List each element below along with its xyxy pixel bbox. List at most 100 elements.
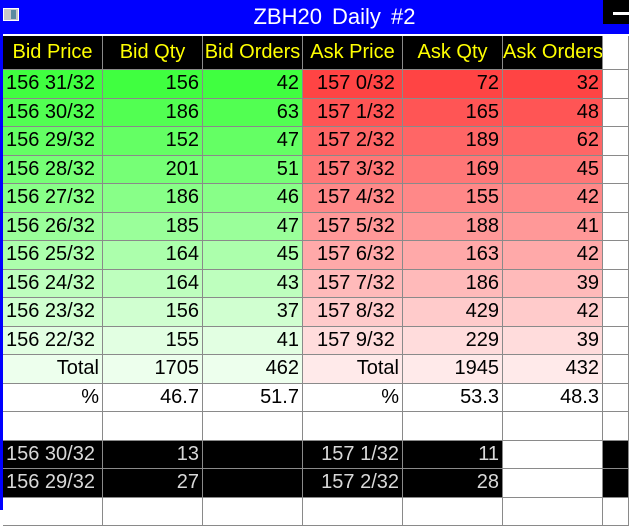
- bid-price-cell[interactable]: 156 27/32: [3, 184, 103, 213]
- ask-price-cell[interactable]: 157 4/32: [303, 184, 403, 213]
- window-title: ZBH20 Daily #2: [0, 4, 629, 30]
- bid-price-cell[interactable]: 156 24/32: [3, 270, 103, 299]
- column-header[interactable]: Ask Orders: [503, 36, 603, 70]
- bid-qty-cell[interactable]: 164: [103, 241, 203, 270]
- ask-price-cell[interactable]: 157 8/32: [303, 298, 403, 327]
- bid-orders-cell[interactable]: 37: [203, 298, 303, 327]
- percent-ask-orders: 48.3: [503, 384, 603, 413]
- empty-cell: [603, 241, 629, 270]
- bid-orders-cell[interactable]: 42: [203, 70, 303, 99]
- column-header[interactable]: Ask Price: [303, 36, 403, 70]
- ask-qty-cell[interactable]: 169: [403, 156, 503, 185]
- ask-orders-cell[interactable]: 32: [503, 70, 603, 99]
- column-header[interactable]: Bid Orders: [203, 36, 303, 70]
- ask-orders-cell[interactable]: 48: [503, 99, 603, 128]
- trade-bid-price[interactable]: 156 30/32: [3, 441, 103, 470]
- ask-qty-cell[interactable]: 189: [403, 127, 503, 156]
- ask-price-cell[interactable]: 157 5/32: [303, 213, 403, 242]
- ask-price-cell[interactable]: 157 3/32: [303, 156, 403, 185]
- bid-price-cell[interactable]: 156 29/32: [3, 127, 103, 156]
- ask-qty-cell[interactable]: 72: [403, 70, 503, 99]
- ask-price-cell[interactable]: 157 1/32: [303, 99, 403, 128]
- bid-qty-cell[interactable]: 156: [103, 298, 203, 327]
- empty-cell: [603, 70, 629, 99]
- empty-cell: [603, 99, 629, 128]
- empty-cell: [403, 412, 503, 441]
- ask-price-cell[interactable]: 157 2/32: [303, 127, 403, 156]
- bid-orders-cell[interactable]: 47: [203, 213, 303, 242]
- bid-price-cell[interactable]: 156 30/32: [3, 99, 103, 128]
- ask-orders-cell[interactable]: 62: [503, 127, 603, 156]
- bid-qty-cell[interactable]: 155: [103, 327, 203, 356]
- column-header[interactable]: Bid Qty: [103, 36, 203, 70]
- bid-qty-cell[interactable]: 186: [103, 99, 203, 128]
- trade-bid-price[interactable]: 156 29/32: [3, 469, 103, 498]
- ask-orders-cell[interactable]: 42: [503, 184, 603, 213]
- trade-ask-qty[interactable]: 11: [403, 441, 503, 470]
- ask-orders-cell[interactable]: 39: [503, 270, 603, 299]
- bid-price-cell[interactable]: 156 26/32: [3, 213, 103, 242]
- trade-ask-price[interactable]: 157 1/32: [303, 441, 403, 470]
- minimize-button[interactable]: [603, 0, 629, 24]
- bid-price-cell[interactable]: 156 31/32: [3, 70, 103, 99]
- trade-bid-qty[interactable]: 13: [103, 441, 203, 470]
- trade-ask-qty[interactable]: 28: [403, 469, 503, 498]
- bid-orders-cell[interactable]: 47: [203, 127, 303, 156]
- bid-price-cell[interactable]: 156 28/32: [3, 156, 103, 185]
- bid-qty-cell[interactable]: 164: [103, 270, 203, 299]
- ask-qty-cell[interactable]: 429: [403, 298, 503, 327]
- ask-orders-cell[interactable]: 41: [503, 213, 603, 242]
- ask-qty-cell[interactable]: 188: [403, 213, 503, 242]
- trade-ask-price[interactable]: 157 2/32: [303, 469, 403, 498]
- column-header[interactable]: Bid Price: [3, 36, 103, 70]
- ask-qty-cell[interactable]: 155: [403, 184, 503, 213]
- bid-qty-cell[interactable]: 185: [103, 213, 203, 242]
- ask-price-cell[interactable]: 157 6/32: [303, 241, 403, 270]
- ask-price-cell[interactable]: 157 7/32: [303, 270, 403, 299]
- bid-orders-cell[interactable]: 41: [203, 327, 303, 356]
- bid-orders-cell[interactable]: 45: [203, 241, 303, 270]
- bid-qty-cell[interactable]: 152: [103, 127, 203, 156]
- ask-orders-cell[interactable]: 42: [503, 241, 603, 270]
- empty-cell: [403, 498, 503, 526]
- ask-orders-cell[interactable]: 45: [503, 156, 603, 185]
- bid-qty-cell[interactable]: 186: [103, 184, 203, 213]
- empty-cell: [503, 469, 603, 498]
- bid-price-cell[interactable]: 156 25/32: [3, 241, 103, 270]
- ask-orders-cell[interactable]: 39: [503, 327, 603, 356]
- column-header[interactable]: Ask Qty: [403, 36, 503, 70]
- ask-qty-cell[interactable]: 163: [403, 241, 503, 270]
- bid-price-cell[interactable]: 156 23/32: [3, 298, 103, 327]
- ask-qty-cell[interactable]: 186: [403, 270, 503, 299]
- bid-orders-cell[interactable]: 43: [203, 270, 303, 299]
- bid-qty-cell[interactable]: 156: [103, 70, 203, 99]
- bid-orders-cell[interactable]: 46: [203, 184, 303, 213]
- ask-orders-cell[interactable]: 42: [503, 298, 603, 327]
- bid-price-cell[interactable]: 156 22/32: [3, 327, 103, 356]
- empty-cell: [603, 355, 629, 384]
- percent-ask-label: %: [303, 384, 403, 413]
- ask-price-cell[interactable]: 157 9/32: [303, 327, 403, 356]
- bid-orders-cell[interactable]: 63: [203, 99, 303, 128]
- ask-price-cell[interactable]: 157 0/32: [303, 70, 403, 99]
- ask-qty-cell[interactable]: 165: [403, 99, 503, 128]
- ask-qty-cell[interactable]: 229: [403, 327, 503, 356]
- bid-qty-cell[interactable]: 201: [103, 156, 203, 185]
- bid-orders-cell[interactable]: 51: [203, 156, 303, 185]
- percent-bid-label: %: [3, 384, 103, 413]
- trade-bid-qty[interactable]: 27: [103, 469, 203, 498]
- empty-cell: [203, 412, 303, 441]
